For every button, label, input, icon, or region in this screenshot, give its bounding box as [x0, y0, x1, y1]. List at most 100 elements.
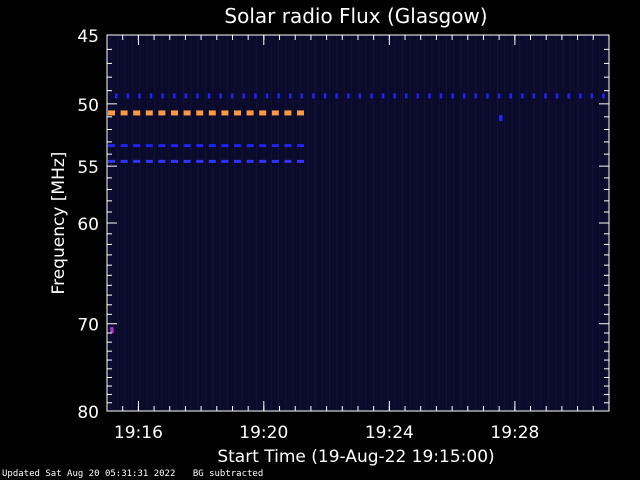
background-stripe: [431, 36, 433, 410]
emission-dash: [271, 159, 279, 163]
background-stripe: [321, 36, 323, 410]
background-stripe: [482, 36, 484, 410]
emission-dot: [567, 93, 570, 99]
bg-note: BG subtracted: [192, 469, 264, 479]
background-stripe: [402, 36, 404, 410]
background-stripe: [256, 36, 258, 410]
background-stripe: [394, 36, 396, 410]
y-tick-label: 50: [77, 96, 99, 116]
emission-dot: [207, 93, 211, 99]
background-stripe: [416, 36, 418, 410]
emission-dot: [115, 93, 118, 99]
background-stripe: [139, 36, 141, 410]
emission-dash: [171, 110, 178, 116]
emission-spot: [110, 327, 114, 334]
emission-dash: [108, 144, 115, 148]
background-stripe: [358, 36, 360, 410]
emission-dash: [221, 110, 229, 116]
emission-dash: [259, 144, 267, 148]
emission-dot: [439, 93, 443, 99]
emission-dot: [451, 93, 454, 99]
background-stripe: [234, 36, 236, 410]
background-stripe: [241, 36, 243, 410]
background-stripe: [190, 36, 192, 410]
background-stripe: [343, 36, 345, 410]
emission-dot: [219, 93, 222, 99]
x-axis-label: Start Time (19-Aug-22 19:15:00): [217, 447, 494, 467]
background-stripe: [453, 36, 455, 410]
emission-dot: [428, 93, 431, 99]
background-stripe: [336, 36, 338, 410]
background-stripe: [540, 36, 542, 410]
background-stripe: [475, 36, 477, 410]
background-stripe: [329, 36, 331, 410]
background-stripe: [548, 36, 550, 410]
background-stripe: [219, 36, 221, 410]
emission-dot: [254, 93, 257, 99]
emission-dash: [271, 110, 279, 116]
background-stripe: [285, 36, 287, 410]
emission-dash: [171, 144, 178, 148]
emission-dot: [416, 93, 420, 99]
emission-dash: [234, 144, 241, 148]
emission-dot: [149, 93, 153, 99]
background-stripe: [277, 36, 280, 410]
emission-dot: [335, 93, 338, 99]
background-stripe: [460, 36, 462, 410]
background-stripe: [168, 36, 170, 410]
background-stripe: [350, 36, 353, 410]
emission-dot: [509, 93, 512, 99]
background-stripe: [423, 36, 426, 410]
background-stripe: [248, 36, 250, 410]
emission-dash: [246, 110, 254, 116]
emission-dash: [297, 159, 304, 163]
emission-dot: [486, 93, 489, 99]
emission-dash: [208, 144, 216, 148]
background-stripe: [292, 36, 294, 410]
background-stripe: [504, 36, 506, 410]
emission-dash: [145, 110, 153, 116]
emission-dash: [183, 159, 191, 163]
background-stripe: [467, 36, 469, 410]
x-tick-label: 19:28: [490, 423, 539, 443]
x-tick-label: 19:20: [239, 423, 288, 443]
background-stripe: [263, 36, 265, 410]
background-stripe: [445, 36, 447, 410]
emission-dot: [474, 93, 478, 99]
background-stripe: [299, 36, 301, 410]
y-tick-label: 60: [77, 215, 99, 235]
y-tick-label: 70: [77, 316, 99, 336]
emission-dot: [602, 93, 605, 99]
emission-dash: [158, 144, 166, 148]
y-tick-label: 80: [77, 403, 99, 423]
background-stripe: [204, 36, 207, 410]
emission-dot: [590, 93, 594, 99]
background-stripe: [131, 36, 134, 410]
emission-dash: [246, 159, 254, 163]
background-stripe: [555, 36, 557, 410]
emission-dot: [521, 93, 524, 99]
emission-dash: [133, 144, 141, 148]
emission-dash: [158, 110, 166, 116]
background-stripe: [197, 36, 199, 410]
emission-dash: [246, 144, 254, 148]
emission-dot: [532, 93, 536, 99]
emission-dash: [234, 159, 241, 163]
emission-dot: [196, 93, 199, 99]
background-stripe: [584, 36, 586, 410]
x-tick-label: 19:24: [365, 423, 414, 443]
emission-dash: [158, 159, 166, 163]
background-stripe: [146, 36, 148, 410]
emission-dot: [497, 93, 501, 99]
emission-dot: [358, 93, 362, 99]
emission-dash: [208, 159, 216, 163]
emission-dash: [120, 110, 128, 116]
emission-dash: [183, 110, 191, 116]
emission-dot: [347, 93, 350, 99]
x-tick-label: 19:16: [114, 423, 163, 443]
background-stripe: [409, 36, 411, 410]
updated-text: Updated Sat Aug 20 05:31:31 2022: [2, 469, 176, 479]
emission-dash: [284, 144, 292, 148]
background-stripe: [387, 36, 389, 410]
